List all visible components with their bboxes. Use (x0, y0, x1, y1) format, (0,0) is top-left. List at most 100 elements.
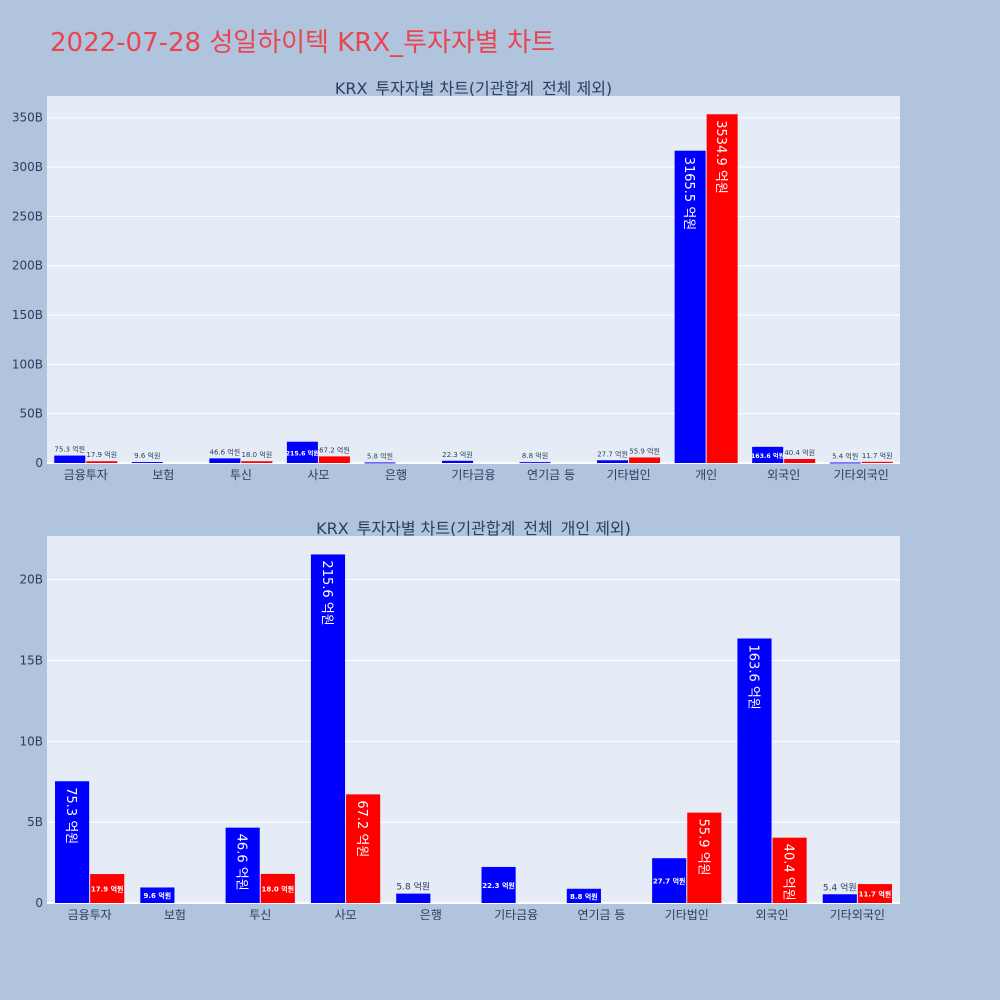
y-tick-label: 50B (19, 407, 43, 421)
y-tick-label: 15B (19, 653, 43, 667)
x-tick-label: 보험 (164, 908, 186, 920)
bar-sell (346, 794, 381, 903)
x-tick-label: 투신 (230, 468, 252, 482)
bar-sell (260, 873, 295, 903)
data-label: 75.3 억원 (54, 445, 85, 454)
x-tick-label: 은행 (420, 907, 442, 920)
x-tick-label: 금융투자 (68, 908, 112, 920)
y-tick-label: 350B (12, 111, 43, 125)
bar-sell (90, 874, 125, 903)
bar-buy (737, 638, 772, 903)
bar-sell (687, 812, 722, 903)
bar-buy (55, 781, 90, 903)
bar-buy (597, 460, 629, 463)
bar-buy (519, 462, 551, 464)
bar-buy (140, 887, 175, 903)
x-tick-label: 은행 (385, 467, 407, 482)
chart-title: KRX_투자자별 차트(기관합계_전체 제외) (335, 79, 612, 99)
data-label: 215.6 억원 (286, 448, 320, 457)
data-label: 3534.9 억원 (713, 120, 728, 194)
y-tick-label: 0 (35, 896, 43, 910)
data-label: 5.4 억원 (832, 451, 858, 460)
x-tick-label: 기타금융 (494, 908, 538, 920)
data-label: 215.6 억원 (319, 560, 334, 625)
bar-buy (209, 458, 241, 463)
bar-buy (752, 446, 784, 463)
data-label: 5.4 억원 (823, 881, 857, 893)
data-label: 22.3 억원 (442, 450, 473, 459)
x-tick-label: 금융투자 (64, 468, 108, 482)
y-tick-label: 0 (35, 456, 43, 470)
x-tick-label: 연기금 등 (527, 468, 575, 482)
data-label: 8.8 억원 (522, 451, 548, 460)
data-label: 17.9 억원 (86, 450, 117, 459)
data-label: 40.4 억원 (784, 448, 815, 457)
bar-buy (652, 858, 687, 903)
page-title: 2022-07-28 성일하이텍 KRX_투자자별 차트 (50, 28, 555, 58)
data-label: 67.2 억원 (354, 800, 369, 857)
bar-buy (131, 462, 163, 464)
x-tick-label: 외국인 (755, 908, 788, 920)
data-label: 18.0 억원 (262, 884, 295, 893)
data-label: 27.7 억원 (597, 449, 628, 458)
data-label: 46.6 억원 (234, 834, 249, 891)
data-label: 9.6 억원 (144, 891, 172, 900)
data-label: 46.6 억원 (210, 447, 241, 456)
y-tick-label: 5B (27, 815, 43, 829)
x-tick-label: 기타금융 (451, 468, 495, 482)
y-tick-label: 20B (19, 573, 43, 587)
data-label: 55.9 억원 (695, 819, 710, 876)
bar-buy (481, 866, 516, 903)
x-tick-label: 보험 (152, 468, 174, 482)
data-label: 11.7 억원 (862, 451, 893, 460)
bar-buy (566, 888, 601, 903)
data-label: 9.6 억원 (134, 451, 160, 460)
data-label: 163.6 억원 (745, 645, 760, 710)
x-tick-label: 기타법인 (607, 468, 651, 482)
data-label: 18.0 억원 (242, 450, 273, 459)
x-tick-label: 기타외국인 (830, 908, 885, 920)
bar-sell (86, 461, 118, 463)
data-label: 11.7 억원 (859, 890, 892, 899)
x-tick-label: 기타외국인 (834, 468, 889, 482)
bar-sell (784, 459, 816, 463)
data-label: 22.3 억원 (482, 881, 515, 890)
data-label: 17.9 억원 (91, 885, 124, 894)
chart-title: KRX_투자자별 차트(기관합계_전체_개인 제외) (316, 519, 631, 539)
bar-buy (225, 827, 260, 903)
bar-buy (54, 455, 86, 463)
data-label: 3165.5 억원 (681, 157, 696, 231)
y-tick-label: 300B (12, 160, 43, 174)
bar-sell (629, 457, 661, 463)
data-label: 5.8 억원 (396, 881, 430, 893)
x-tick-label: 투신 (249, 908, 271, 920)
x-tick-label: 외국인 (767, 468, 800, 482)
chart-investor-excl-institution-individual: KRX_투자자별 차트(기관합계_전체_개인 제외) 0 5B 10B 15B 20B 금융… (19, 519, 900, 920)
y-tick-label: 10B (19, 734, 43, 748)
bar-buy (396, 893, 431, 903)
plot-area (47, 96, 900, 463)
y-tick-label: 250B (12, 209, 43, 223)
x-tick-label: 사모 (307, 468, 329, 482)
plot-area (47, 536, 900, 903)
data-label: 40.4 억원 (781, 844, 796, 901)
bar-buy (310, 554, 346, 903)
bar-sell (857, 884, 892, 903)
data-label: 75.3 억원 (63, 787, 78, 844)
data-label: 5.8 억원 (367, 451, 393, 460)
bar-sell (861, 461, 893, 463)
x-tick-label: 개인 (695, 468, 717, 482)
data-label: 8.8 억원 (570, 892, 598, 901)
x-tick-label: 사모 (335, 908, 357, 920)
data-label: 163.6 억원 (751, 451, 785, 460)
y-tick-label: 200B (12, 259, 43, 273)
bar-sell (318, 456, 350, 463)
data-label: 67.2 억원 (319, 445, 350, 454)
chart-investor-excl-institution: KRX_투자자별 차트(기관합계_전체 제외) 0 50B 100B 150B 200B 2… (12, 79, 900, 482)
bar-sell (706, 114, 738, 463)
x-tick-label: 연기금 등 (577, 908, 625, 920)
bar-buy (822, 894, 857, 903)
x-tick-label: 기타법인 (665, 908, 709, 920)
bar-buy (364, 462, 396, 464)
bar-sell (241, 461, 273, 463)
